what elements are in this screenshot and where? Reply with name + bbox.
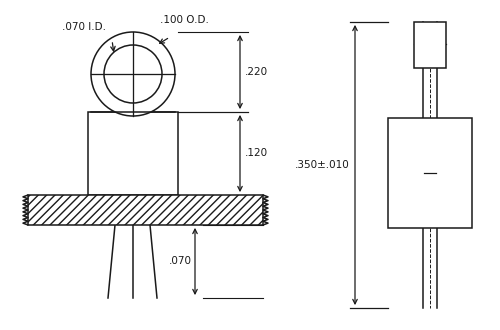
Circle shape (91, 32, 175, 116)
Text: .070 I.D.: .070 I.D. (62, 22, 106, 32)
Text: .220: .220 (245, 67, 268, 77)
Bar (414, 22, 446, 68)
Text: .120: .120 (245, 148, 268, 158)
Text: .100 O.D.: .100 O.D. (160, 15, 209, 25)
Text: .070: .070 (169, 256, 192, 267)
Text: .350±.010: .350±.010 (295, 160, 350, 170)
Bar (88, 112, 178, 195)
Bar (388, 118, 472, 228)
Bar (28, 195, 263, 225)
Circle shape (104, 45, 162, 103)
